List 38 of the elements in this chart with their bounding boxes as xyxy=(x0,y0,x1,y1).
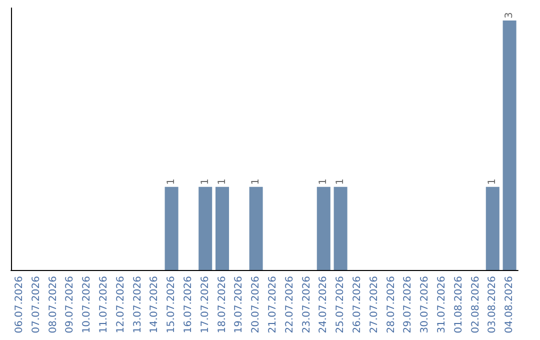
x-tick-label: 25.07.2026 xyxy=(335,276,346,334)
x-tick-label: 02.08.2026 xyxy=(470,276,482,334)
x-tick-label: 23.07.2026 xyxy=(301,276,312,334)
x-tick-label: 12.07.2026 xyxy=(115,276,126,334)
x-tick-label: 13.07.2026 xyxy=(132,276,144,334)
x-tick-label: 29.07.2026 xyxy=(402,276,414,334)
x-tick-label: 14.07.2026 xyxy=(149,276,160,334)
x-tick-label: 16.07.2026 xyxy=(182,276,194,334)
x-tick-label: 04.08.2026 xyxy=(504,276,516,334)
x-tick-label: 27.07.2026 xyxy=(368,276,380,334)
x-tick-label: 07.07.2026 xyxy=(30,276,42,334)
x-tick-label: 22.07.2026 xyxy=(284,276,296,334)
x-tick-label: 06.07.2026 xyxy=(14,276,25,334)
data-label: 3 xyxy=(504,12,516,18)
x-tick-label: 31.07.2026 xyxy=(436,276,448,334)
x-tick-label: 08.07.2026 xyxy=(48,276,59,334)
x-tick-label: 26.07.2026 xyxy=(352,276,363,334)
x-tick-label: 17.07.2026 xyxy=(200,276,211,334)
data-label: 1 xyxy=(200,178,211,185)
x-tick-label: 28.07.2026 xyxy=(386,276,397,334)
data-label: 1 xyxy=(318,178,330,185)
x-tick-label: 24.07.2026 xyxy=(318,276,330,334)
data-label: 1 xyxy=(335,178,346,185)
data-label: 1 xyxy=(487,178,498,185)
x-tick-label: 01.08.2026 xyxy=(453,276,464,334)
data-label: 1 xyxy=(166,178,178,185)
x-tick-label: 15.07.2026 xyxy=(166,276,178,334)
x-tick-label: 18.07.2026 xyxy=(216,276,228,334)
x-tick-label: 21.07.2026 xyxy=(267,276,278,334)
x-tick-label: 19.07.2026 xyxy=(234,276,245,334)
x-tick-label: 30.07.2026 xyxy=(420,276,431,334)
x-tick-label: 03.08.2026 xyxy=(487,276,498,334)
x-tick-label: 20.07.2026 xyxy=(250,276,262,334)
x-tick-label: 11.07.2026 xyxy=(98,276,110,334)
data-label: 1 xyxy=(250,178,262,185)
x-tick-label: 10.07.2026 xyxy=(82,276,93,334)
data-label: 1 xyxy=(216,178,228,185)
x-tick-label: 09.07.2026 xyxy=(64,276,76,334)
